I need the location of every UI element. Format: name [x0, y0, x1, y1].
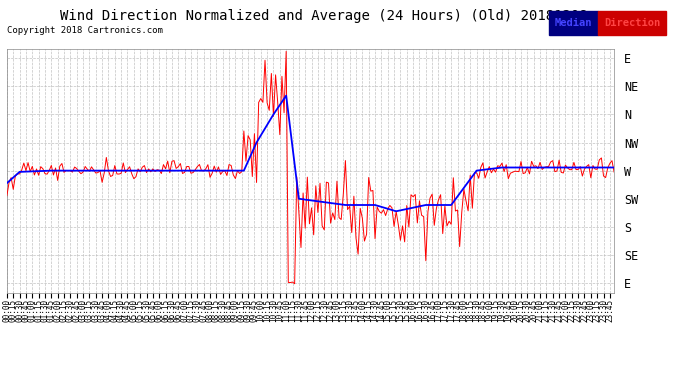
Text: Direction: Direction — [604, 18, 660, 28]
Text: Wind Direction Normalized and Average (24 Hours) (Old) 20181208: Wind Direction Normalized and Average (2… — [61, 9, 588, 23]
Text: Copyright 2018 Cartronics.com: Copyright 2018 Cartronics.com — [7, 26, 163, 35]
Text: Median: Median — [555, 18, 592, 28]
